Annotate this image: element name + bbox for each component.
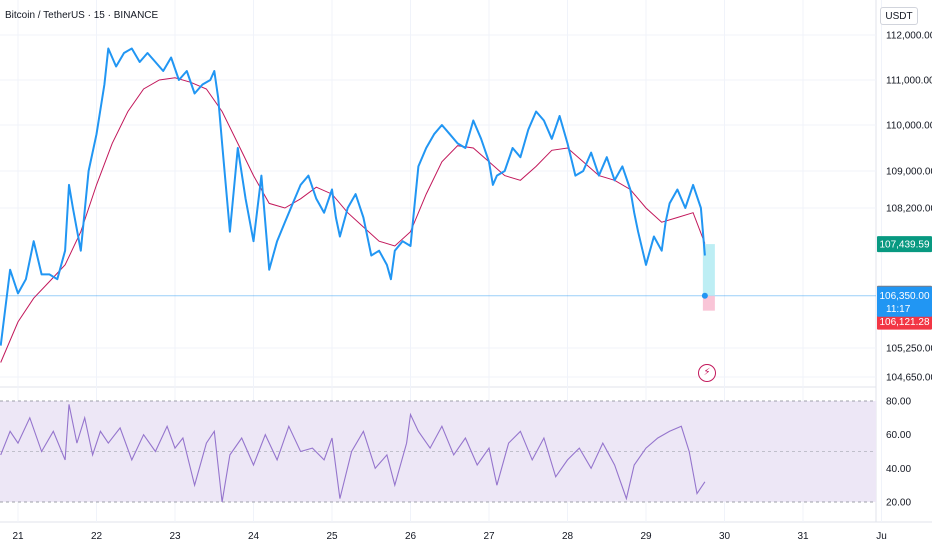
time-tick-label: 31 bbox=[797, 531, 809, 542]
price-pane bbox=[0, 47, 876, 363]
price-tick-label: 110,000.00 bbox=[886, 121, 932, 132]
price-tick-label: 112,000.00 bbox=[886, 31, 932, 42]
rsi-tick-label: 20.00 bbox=[886, 498, 911, 509]
current-price-label-bg bbox=[877, 286, 932, 317]
price-tick-label: 104,650.00 bbox=[886, 373, 932, 384]
time-tick-label: 23 bbox=[169, 531, 181, 542]
time-tick-label: 29 bbox=[640, 531, 652, 542]
rsi-tick-label: 60.00 bbox=[886, 430, 911, 441]
target-zone bbox=[702, 244, 715, 296]
stop-zone bbox=[702, 295, 715, 311]
time-tick-label: Ju bbox=[876, 531, 887, 542]
price-tick-label: 109,000.00 bbox=[886, 167, 932, 178]
last-price-dot bbox=[701, 292, 708, 299]
time-tick-label: 27 bbox=[483, 531, 495, 542]
moving-average-line bbox=[0, 77, 706, 363]
price-line bbox=[0, 47, 706, 346]
price-tick-label: 111,000.00 bbox=[886, 76, 932, 87]
current-price-label: 106,350.00 bbox=[879, 291, 929, 302]
time-tick-label: 30 bbox=[719, 531, 731, 542]
stop-price-label: 106,121.28 bbox=[879, 317, 929, 328]
axis-layer: 112,000.00 111,000.00 110,000.00 109,000.00… bbox=[12, 31, 932, 542]
target-price-label-bg bbox=[877, 236, 932, 253]
rsi-tick-label: 40.00 bbox=[886, 464, 911, 475]
rsi-tick-label: 80.00 bbox=[886, 397, 911, 408]
price-tick-label: 105,250.00 bbox=[886, 344, 932, 355]
time-tick-label: 25 bbox=[326, 531, 338, 542]
time-tick-label: 21 bbox=[12, 531, 24, 542]
price-tick-label: 108,200.00 bbox=[886, 204, 932, 215]
symbol-title: Bitcoin / TetherUS · 15 · BINANCE bbox=[5, 10, 159, 21]
flash-icon[interactable]: ⚡ bbox=[698, 364, 716, 382]
time-tick-label: 26 bbox=[405, 531, 417, 542]
rsi-line bbox=[0, 404, 706, 503]
time-tick-label: 28 bbox=[562, 531, 574, 542]
stop-price-label-bg bbox=[877, 313, 932, 330]
countdown-label: 11:17 bbox=[886, 304, 911, 315]
rsi-pane bbox=[0, 400, 876, 503]
time-tick-label: 22 bbox=[91, 531, 103, 542]
currency-button[interactable]: USDT bbox=[880, 7, 918, 25]
time-tick-label: 24 bbox=[248, 531, 260, 542]
target-price-label: 107,439.59 bbox=[879, 240, 929, 251]
